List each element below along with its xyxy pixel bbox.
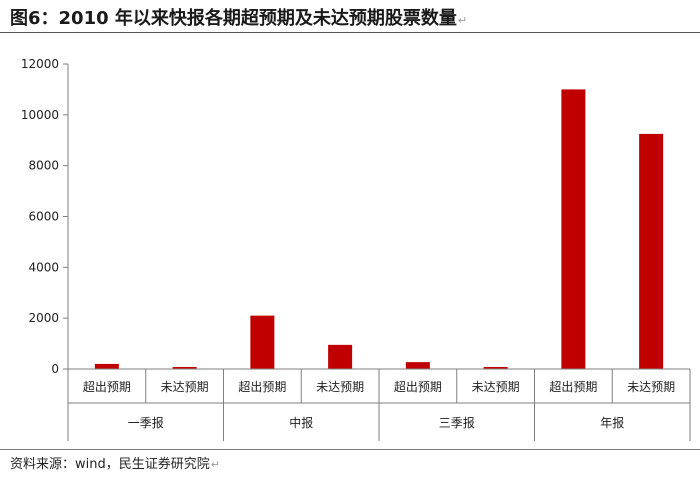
x-category-label: 超出预期 [238, 379, 286, 394]
x-category-label: 超出预期 [549, 379, 597, 394]
y-tick-label: 12000 [21, 57, 59, 71]
y-tick-label: 4000 [28, 260, 59, 274]
y-tick-label: 10000 [21, 108, 59, 122]
bar [639, 133, 664, 369]
y-axis: 0 2000 4000 6000 8000 10000 12000 [21, 57, 69, 376]
x-group-label: 年报 [600, 415, 624, 430]
chart-title: 图6：2010 年以来快报各期超预期及未达预期股票数量↵ [10, 8, 468, 29]
x-category-label: 未达预期 [627, 380, 675, 394]
x-category-label: 未达预期 [316, 380, 364, 394]
bar [561, 89, 586, 369]
y-tick-label: 8000 [28, 159, 59, 173]
bar [328, 344, 353, 369]
bar [250, 315, 275, 369]
x-group-label: 三季报 [439, 415, 475, 430]
bar [405, 362, 430, 369]
title-divider [0, 32, 700, 33]
bar [94, 363, 119, 369]
bar-series [94, 89, 664, 369]
y-tick-label: 2000 [28, 311, 59, 325]
x-category-label: 未达预期 [472, 380, 520, 394]
bar [172, 366, 197, 369]
bar [483, 366, 508, 369]
y-tick-label: 0 [51, 362, 59, 376]
x-category-label: 超出预期 [394, 379, 442, 394]
return-mark-icon: ↵ [457, 14, 468, 27]
source-divider [0, 449, 700, 450]
x-category-label: 超出预期 [83, 379, 131, 394]
source-note: 资料来源：wind，民生证券研究院↵ [10, 457, 220, 472]
return-mark-icon: ↵ [210, 458, 220, 471]
x-group-label: 一季报 [128, 415, 164, 430]
x-category-label: 未达预期 [161, 380, 209, 394]
x-group-label: 中报 [289, 415, 313, 430]
y-tick-label: 6000 [28, 210, 59, 224]
